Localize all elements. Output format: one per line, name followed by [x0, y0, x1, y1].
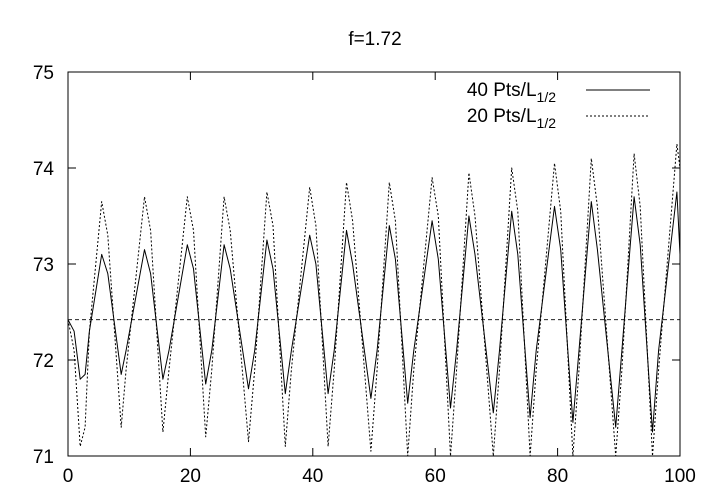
legend-label-0: 40 Pts/L1/2	[467, 80, 556, 105]
chart-title: f=1.72	[348, 29, 401, 50]
y-tick-label: 74	[33, 159, 55, 180]
axis-tick-labels: 0 20 40 60 80 100 71 72 73 74 75	[33, 63, 696, 487]
legend: 40 Pts/L1/2 20 Pts/L1/2	[467, 80, 650, 131]
legend-entry-1: 20 Pts/L1/2	[467, 106, 650, 131]
x-tick-label: 60	[425, 466, 446, 487]
plot-frame	[67, 71, 681, 457]
y-tick-label: 71	[33, 447, 54, 468]
x-tick-label: 20	[180, 466, 201, 487]
x-tick-label: 100	[664, 466, 696, 487]
x-tick-label: 40	[302, 466, 323, 487]
y-tick-label: 75	[33, 63, 54, 84]
legend-entry-0: 40 Pts/L1/2	[467, 80, 650, 105]
x-tick-label: 0	[63, 466, 74, 487]
axis-ticks	[67, 71, 681, 457]
series-line-1	[67, 143, 681, 457]
y-tick-label: 73	[33, 255, 54, 276]
series-line-0	[67, 191, 681, 433]
legend-label-1: 20 Pts/L1/2	[467, 106, 556, 131]
series-group	[67, 143, 681, 457]
y-tick-label: 72	[33, 351, 54, 372]
x-tick-label: 80	[547, 466, 568, 487]
